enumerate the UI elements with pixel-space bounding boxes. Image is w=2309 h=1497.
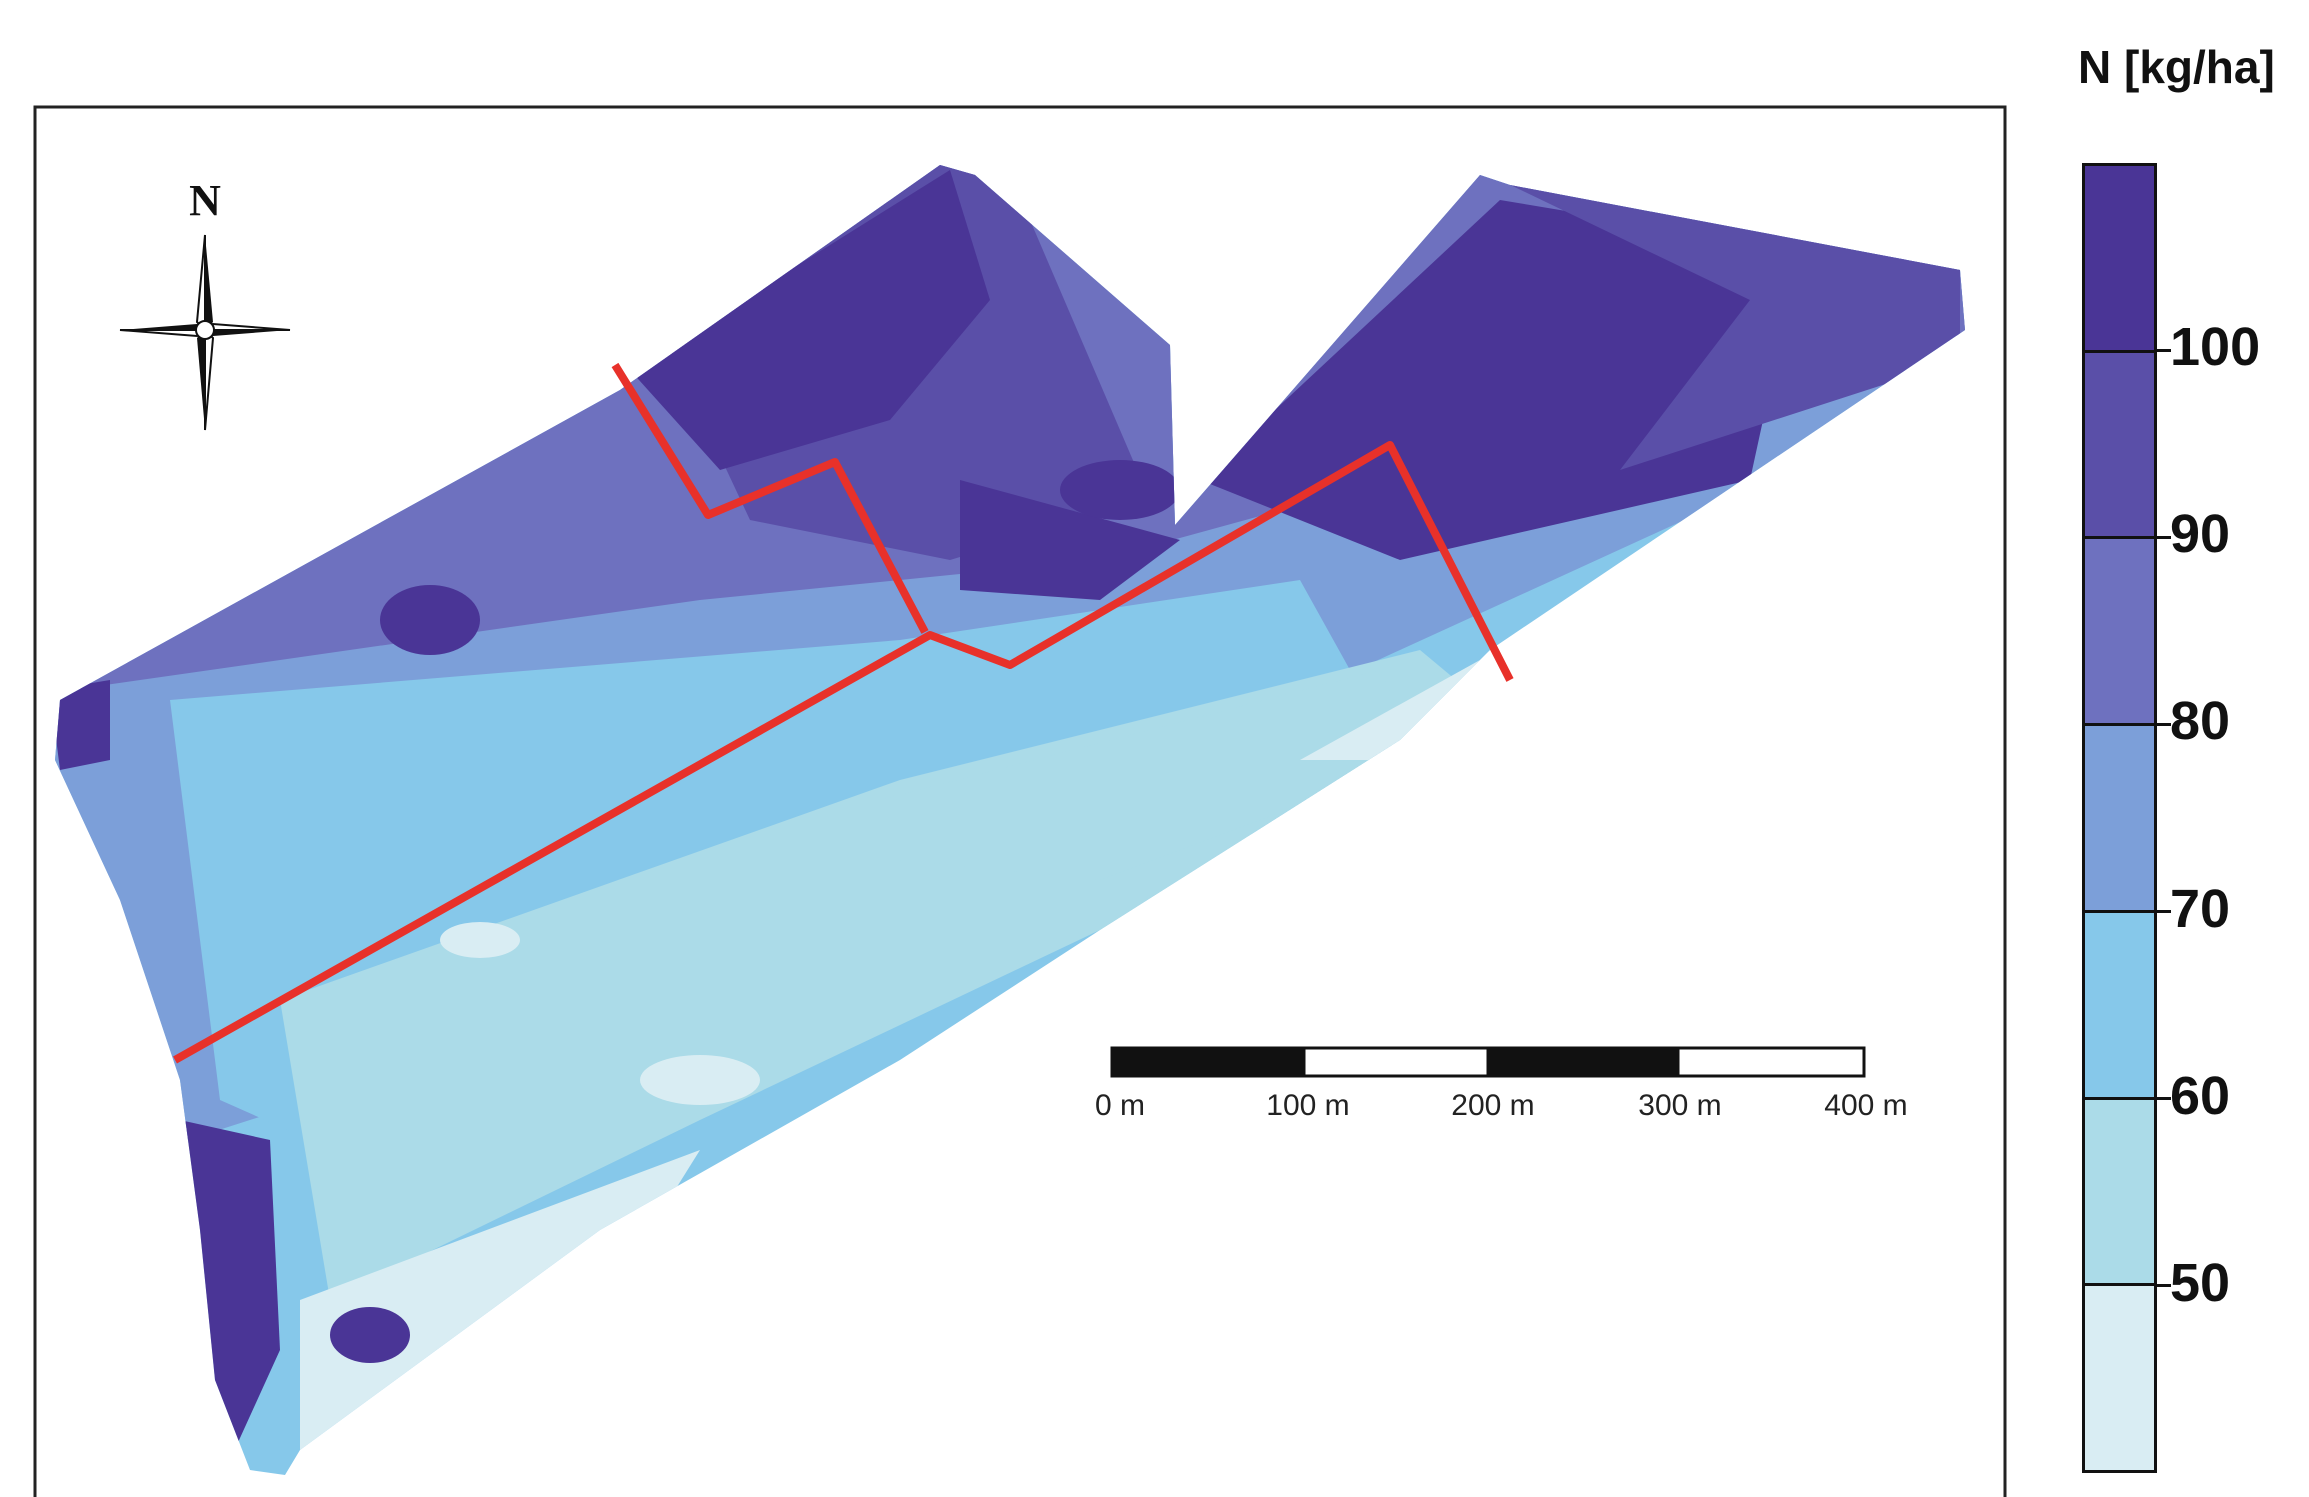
- legend-label: 70: [2170, 878, 2231, 939]
- scale-label-0: 0 m: [1095, 1089, 1145, 1122]
- legend-color-bar: [2082, 163, 2157, 1473]
- legend-tick: [2157, 722, 2171, 726]
- legend-tick: [2157, 1284, 2171, 1288]
- legend-tick: [2157, 1097, 2171, 1101]
- scale-label-300: 300 m: [1638, 1089, 1721, 1122]
- compass-north-label: N: [189, 176, 221, 225]
- legend-swatch: [2085, 912, 2154, 1100]
- legend-label: 80: [2170, 691, 2231, 752]
- legend-label: 90: [2170, 504, 2231, 565]
- legend-label: 50: [2170, 1252, 2231, 1313]
- nitrogen-field: [55, 165, 1965, 1475]
- legend-tick: [2157, 535, 2171, 539]
- legend-tick: [2157, 348, 2171, 352]
- zone-boundaries: [173, 362, 1514, 1064]
- map-frame: [33, 105, 2007, 1497]
- scale-bar: 0 m 100 m 200 m 300 m 400 m: [1095, 1046, 1908, 1122]
- legend-title: N [kg/ha]: [2078, 41, 2275, 93]
- legend-swatch: [2085, 539, 2154, 727]
- legend-label: 100: [2170, 317, 2261, 378]
- compass-rose: N: [119, 176, 291, 431]
- legend-swatch: [2085, 1099, 2154, 1287]
- scale-label-400: 400 m: [1824, 1089, 1907, 1122]
- legend-swatch: [2085, 166, 2154, 353]
- legend-swatch: [2085, 352, 2154, 540]
- legend-label: 60: [2170, 1065, 2231, 1126]
- legend-swatch: [2085, 1286, 2154, 1471]
- zone-boundary-main: [173, 441, 1514, 1064]
- scale-label-100: 100 m: [1266, 1089, 1349, 1122]
- scale-label-200: 200 m: [1451, 1089, 1534, 1122]
- legend-tick: [2157, 910, 2171, 914]
- legend-swatch: [2085, 726, 2154, 913]
- zone-boundary-north: [611, 362, 929, 634]
